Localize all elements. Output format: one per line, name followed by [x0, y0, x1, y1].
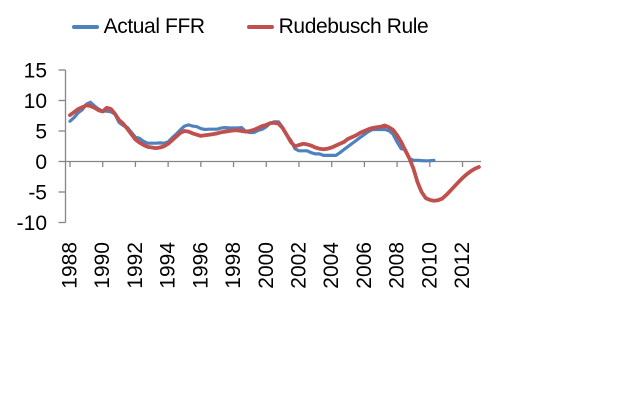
chart-legend: Actual FFR Rudebusch Rule: [0, 15, 500, 39]
x-tick-label: 2002: [287, 242, 310, 289]
x-tick-label: 2012: [451, 242, 474, 289]
x-tick-label: 1988: [59, 242, 82, 289]
x-tick-label: 1994: [157, 242, 180, 289]
x-tick-label: 1996: [189, 242, 212, 289]
x-tick-label: 2006: [353, 242, 376, 289]
y-tick-label: -10: [17, 212, 47, 235]
x-tick-label: 2010: [418, 242, 441, 289]
x-tick-label: 2000: [255, 242, 278, 289]
y-tick-label: 15: [24, 60, 47, 83]
x-tick-label: 1990: [91, 242, 114, 289]
legend-line-sample-rudebusch-rule: [246, 25, 274, 29]
legend-item-rudebusch-rule: Rudebusch Rule: [246, 15, 429, 39]
legend-item-actual-ffr: Actual FFR: [71, 15, 205, 39]
x-tick-label: 2004: [320, 242, 343, 289]
legend-label-actual-ffr: Actual FFR: [103, 15, 205, 38]
y-tick-label: 5: [35, 121, 47, 144]
legend-label-rudebusch-rule: Rudebusch Rule: [278, 15, 429, 38]
x-tick-label: 1992: [124, 242, 147, 289]
y-tick-label: -5: [28, 182, 47, 205]
legend-line-sample-actual-ffr: [71, 25, 99, 29]
rudebusch-rule-line: [68, 103, 481, 203]
x-tick-label: 2008: [386, 242, 409, 289]
y-tick-label: 0: [35, 151, 47, 174]
x-tick-label: 1998: [222, 242, 245, 289]
y-tick-label: 10: [24, 90, 47, 113]
